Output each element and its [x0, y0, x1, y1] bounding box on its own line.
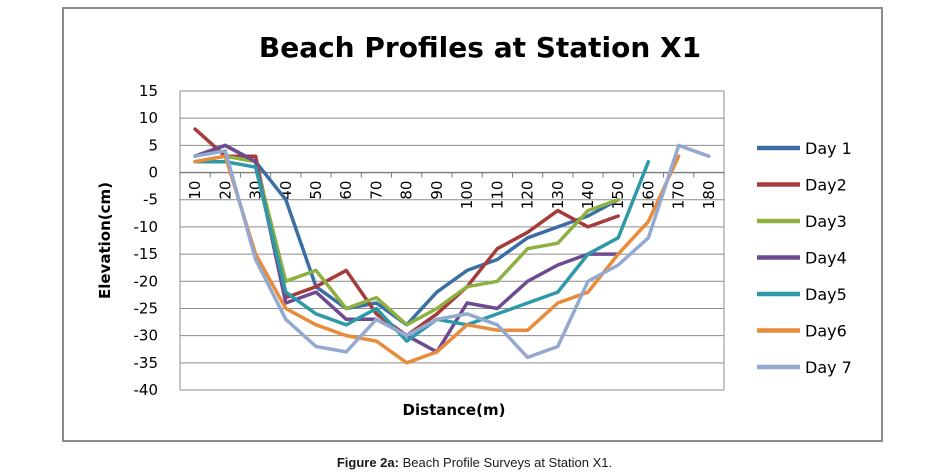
legend-label-1: Day 1 [805, 139, 852, 158]
y-tick-label: 15 [139, 82, 158, 100]
series-line-6 [193, 154, 681, 365]
y-tick-label: -25 [134, 299, 159, 317]
y-tick-label: -35 [134, 354, 159, 372]
x-tick-label: 100 [458, 181, 476, 210]
chart-frame: Beach Profiles at Station X1 15 10 5 0 -5 -10-… [62, 7, 883, 442]
y-tick-label: 5 [148, 136, 158, 154]
y-tick-label: -5 [143, 191, 158, 209]
series-line-5 [193, 159, 651, 343]
figure-caption-label: Figure 2a: [336, 455, 399, 470]
x-tick-label: 50 [307, 181, 325, 200]
x-tick-label: 20 [216, 181, 234, 200]
y-tick-label: 10 [139, 109, 158, 127]
y-tick-label: -10 [134, 218, 159, 236]
x-tick-label: 130 [549, 181, 567, 210]
y-tick-label: -30 [134, 327, 159, 345]
x-tick-label: 90 [428, 181, 446, 200]
legend-label-4: Day4 [805, 249, 847, 268]
figure-caption: Figure 2a: Beach Profile Surveys at Stat… [0, 455, 949, 470]
x-tick-label: 160 [639, 181, 657, 210]
chart: Beach Profiles at Station X1151050-5-10-… [96, 31, 852, 419]
legend-label-6: Day6 [805, 322, 847, 341]
legend-label-7: Day 7 [805, 358, 852, 377]
x-tick-label: 140 [579, 181, 597, 210]
legend-label-3: Day3 [805, 212, 847, 231]
y-tick-label: -20 [134, 272, 159, 290]
x-tick-label: 60 [337, 181, 355, 200]
legend-label-2: Day2 [805, 176, 847, 195]
x-tick-label: 180 [700, 181, 718, 210]
y-axis-title: Elevation(cm) [96, 182, 114, 299]
y-tick-label: 0 [148, 164, 158, 182]
series-line-7 [193, 143, 711, 360]
legend-label-5: Day5 [805, 285, 847, 304]
x-tick-label: 70 [367, 181, 385, 200]
x-tick-label: 10 [186, 181, 204, 200]
x-tick-label: 120 [519, 181, 537, 210]
x-axis-title: Distance(m) [403, 401, 506, 419]
x-tick-label: 110 [488, 181, 506, 210]
y-tick-label: -15 [134, 245, 159, 263]
x-tick-label: 80 [398, 181, 416, 200]
chart-title: Beach Profiles at Station X1 [259, 31, 701, 64]
y-tick-label: -40 [134, 381, 159, 399]
x-tick-label: 170 [670, 181, 688, 210]
figure-caption-text: Beach Profile Surveys at Station X1. [398, 455, 613, 470]
